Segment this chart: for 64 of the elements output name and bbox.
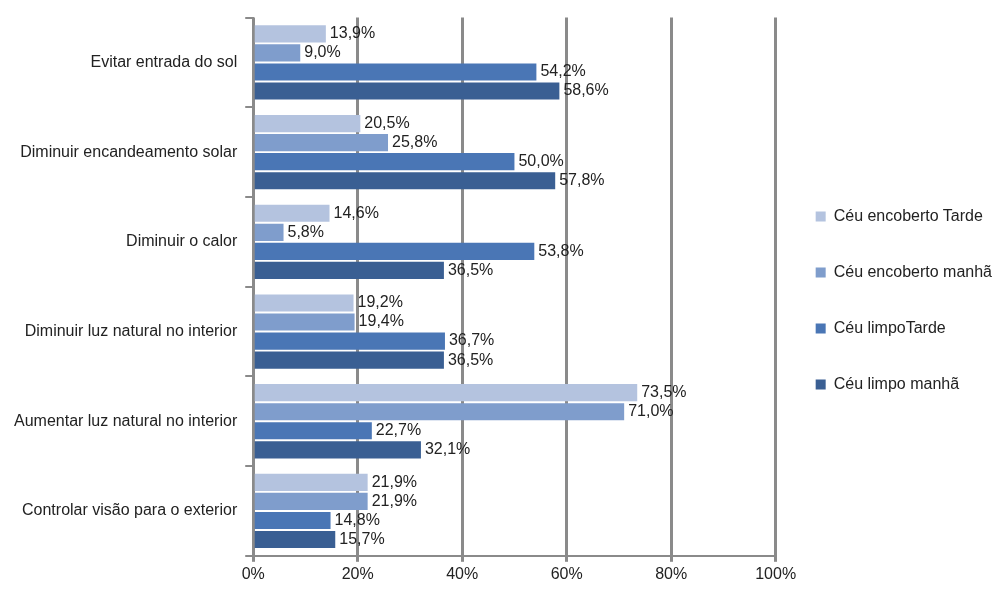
y-tick-label: Evitar entrada do sol — [90, 52, 238, 70]
bar — [254, 63, 537, 81]
bar — [254, 204, 330, 222]
bar — [254, 172, 556, 190]
bar — [254, 294, 354, 312]
bar — [254, 351, 444, 369]
data-label: 13,9% — [329, 24, 376, 42]
data-label: 32,1% — [424, 440, 471, 458]
bar — [254, 82, 560, 100]
bar — [254, 492, 368, 510]
data-label: 73,5% — [641, 383, 687, 401]
legend-label: Céu encoberto manhã — [833, 262, 993, 280]
data-label: 54,2% — [540, 62, 586, 80]
data-label: 25,8% — [392, 133, 438, 151]
data-label: 5,8% — [287, 222, 324, 240]
data-label: 36,5% — [447, 260, 494, 278]
data-label: 21,9% — [371, 491, 418, 509]
bar — [254, 25, 326, 43]
x-tick-label: 40% — [446, 564, 479, 582]
bar — [254, 153, 515, 171]
data-label: 14,8% — [334, 510, 380, 528]
bar — [254, 403, 625, 421]
data-label: 71,0% — [628, 402, 674, 420]
y-tick-label: Diminuir encandeamento solar — [20, 142, 238, 160]
legend-label: Céu encoberto Tarde — [833, 206, 983, 224]
y-tick-label: Diminuir o calor — [126, 232, 238, 250]
x-tick-label: 0% — [241, 564, 265, 582]
bar — [254, 44, 301, 62]
data-label: 22,7% — [375, 421, 422, 439]
bar — [254, 261, 444, 280]
data-label: 36,5% — [447, 350, 494, 368]
y-tick-label: Controlar visão para o exterior — [22, 501, 238, 519]
data-label: 20,5% — [364, 113, 410, 131]
data-label: 53,8% — [538, 241, 584, 259]
legend-label: Céu limpoTarde — [833, 318, 946, 336]
bar — [254, 530, 336, 549]
x-tick-label: 100% — [755, 564, 797, 582]
bar — [254, 441, 421, 459]
data-label: 21,9% — [371, 472, 418, 490]
y-tick-label: Diminuir luz natural no interior — [24, 321, 238, 339]
bar — [254, 511, 331, 530]
data-label: 9,0% — [304, 43, 341, 61]
bar — [254, 134, 389, 152]
bar — [254, 114, 361, 133]
bar — [254, 242, 535, 260]
data-label: 36,7% — [448, 331, 495, 349]
legend-label: Céu limpo manhã — [833, 374, 960, 392]
data-label: 19,2% — [357, 293, 403, 311]
data-label: 57,8% — [559, 171, 605, 189]
x-tick-label: 20% — [341, 564, 374, 582]
x-tick-label: 80% — [655, 564, 688, 582]
bar — [254, 384, 638, 402]
bar — [254, 332, 445, 350]
bar — [254, 313, 355, 331]
data-label: 58,6% — [563, 81, 609, 99]
data-label: 19,4% — [358, 312, 404, 330]
data-label: 50,0% — [518, 152, 564, 170]
y-tick-label: Aumentar luz natural no interior — [13, 411, 238, 429]
data-label: 14,6% — [333, 203, 379, 221]
bar — [254, 223, 284, 241]
bar — [254, 422, 372, 440]
x-tick-label: 60% — [550, 564, 583, 582]
bar — [254, 473, 368, 491]
data-label: 15,7% — [339, 529, 385, 547]
